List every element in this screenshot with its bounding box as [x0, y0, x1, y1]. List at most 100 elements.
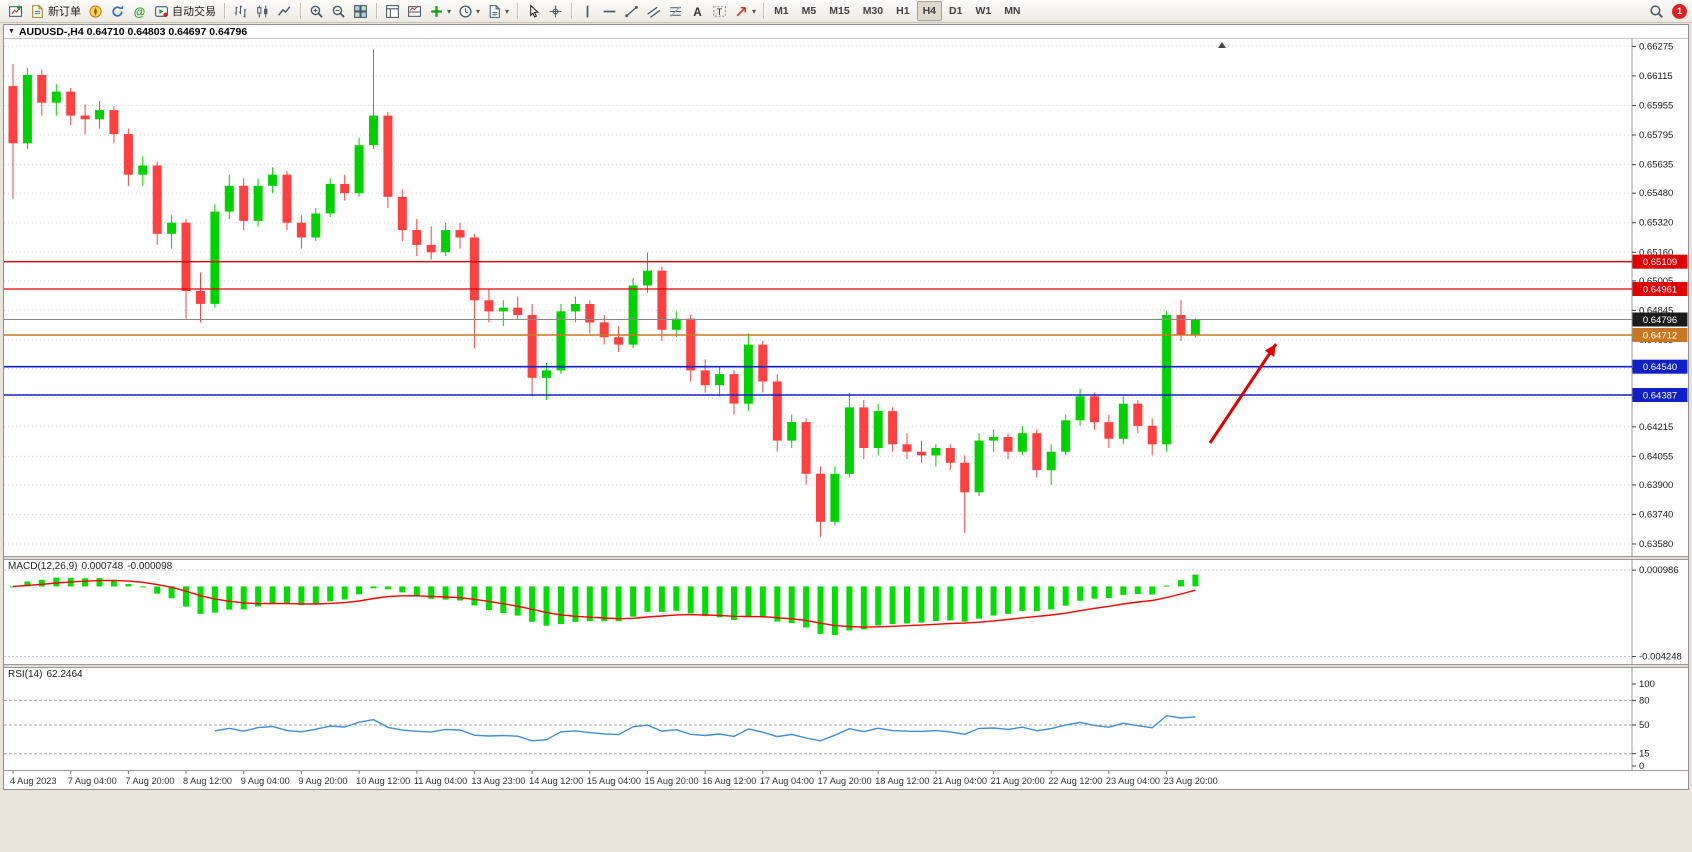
- macd-axis[interactable]: 0.000986 -0.004248: [1632, 565, 1682, 663]
- toolbar-button-trendline[interactable]: [621, 1, 642, 21]
- svg-text:0.63580: 0.63580: [1639, 539, 1673, 550]
- svg-text:-0.004248: -0.004248: [1639, 652, 1682, 663]
- chart-shift-marker[interactable]: [1218, 42, 1226, 48]
- rsi-panel[interactable]: RSI(14) 62.2464 100 80 50 15 0: [4, 668, 1688, 770]
- toolbar-button-chart-layout[interactable]: [404, 1, 425, 21]
- new-chart-icon: [8, 4, 23, 19]
- panel-splitter[interactable]: [4, 556, 1688, 560]
- svg-text:A: A: [693, 5, 702, 18]
- text-icon: A: [690, 4, 705, 19]
- toolbar-right: 1: [1646, 1, 1687, 21]
- vertical-line-icon: [580, 4, 595, 19]
- toolbar-button-arrows[interactable]: ▾: [731, 1, 759, 21]
- timeframe-m15[interactable]: M15: [829, 5, 850, 17]
- svg-text:23 Aug 20:00: 23 Aug 20:00: [1164, 776, 1218, 786]
- notification-badge[interactable]: 1: [1672, 3, 1687, 19]
- window-bottom-area: [0, 791, 1692, 852]
- timeframe-mn[interactable]: MN: [1004, 5, 1021, 17]
- candles-chart-icon: [255, 4, 270, 19]
- zoom-out-icon: [331, 4, 346, 19]
- svg-text:0.000986: 0.000986: [1639, 565, 1679, 576]
- svg-text:@: @: [134, 5, 145, 18]
- toolbar-button-compass[interactable]: [85, 1, 106, 21]
- autotrade-icon: [154, 4, 169, 19]
- svg-text:0.65480: 0.65480: [1639, 188, 1673, 199]
- search-icon: [1649, 4, 1664, 19]
- toolbar-button-text-label[interactable]: T: [709, 1, 730, 21]
- toolbar-button-tile-windows[interactable]: [350, 1, 371, 21]
- toolbar-button-autotrade[interactable]: 自动交易: [151, 1, 219, 21]
- svg-text:16 Aug 12:00: 16 Aug 12:00: [702, 776, 756, 786]
- toolbar-button-candles-chart[interactable]: [252, 1, 273, 21]
- timeframe-h1[interactable]: H1: [896, 5, 910, 17]
- toolbar-button-bars-chart[interactable]: [230, 1, 251, 21]
- timeframe-d1[interactable]: D1: [949, 5, 963, 17]
- rsi-axis[interactable]: 100 80 50 150: [1632, 679, 1655, 770]
- toolbar-button-search[interactable]: [1646, 1, 1667, 21]
- indicators-icon: [429, 4, 444, 19]
- toolbar-button-new-chart[interactable]: [5, 1, 26, 21]
- toolbar-button-text[interactable]: A: [687, 1, 708, 21]
- rsi-levels: [4, 699, 1632, 755]
- horizontal-line-objects[interactable]: 0.65109 0.64961 0.64796 0.64712 0.64540 0.643…: [4, 254, 1688, 402]
- toolbar-separator: [571, 3, 573, 19]
- toolbar-button-crosshair[interactable]: [545, 1, 566, 21]
- svg-text:0.64540: 0.64540: [1643, 362, 1677, 373]
- svg-text:50: 50: [1639, 720, 1650, 731]
- toolbar-button-cursor[interactable]: [523, 1, 544, 21]
- toolbar-button-templates[interactable]: ▾: [484, 1, 512, 21]
- panel-splitter[interactable]: [4, 664, 1688, 668]
- autotrade-label: 自动交易: [172, 6, 216, 18]
- trend-arrow[interactable]: [1208, 343, 1278, 444]
- toolbar-button-horizontal-line[interactable]: [599, 1, 620, 21]
- toolbar-separator: [763, 3, 765, 19]
- macd-grid: [4, 569, 1632, 657]
- trendline-icon: [624, 4, 639, 19]
- timeframe-m1[interactable]: M1: [774, 5, 789, 17]
- svg-text:4 Aug 2023: 4 Aug 2023: [10, 776, 57, 786]
- horizontal-line-icon: [602, 4, 617, 19]
- svg-text:0.65635: 0.65635: [1639, 160, 1673, 171]
- new-order-icon: [30, 4, 45, 19]
- timeframe-h4[interactable]: H4: [916, 1, 942, 21]
- channel-icon: [646, 4, 661, 19]
- collapse-triangle-icon[interactable]: ▼: [8, 28, 15, 35]
- toolbar: 新订单 @ 自动交易 ▾ ▾ ▾ A T ▾ M1 M5 M15 M30 H1 H4 D1 W1 MN 1: [0, 0, 1692, 23]
- time-axis-canvas[interactable]: 4 Aug 2023 7 Aug 04:00 7 Aug 20:00 8 Aug 12…: [4, 771, 1688, 789]
- toolbar-separator: [300, 3, 301, 19]
- zoom-in-icon: [309, 4, 324, 19]
- toolbar-button-vertical-line[interactable]: [577, 1, 598, 21]
- macd-canvas[interactable]: 0.000986 -0.004248: [4, 560, 1688, 664]
- toolbar-button-indicators[interactable]: ▾: [426, 1, 454, 21]
- main-chart-panel[interactable]: 0.66275 0.66115 0.65955 0.65795 0.65635 0.654…: [4, 39, 1688, 556]
- macd-signal-line: [12, 579, 1196, 628]
- svg-text:15: 15: [1639, 749, 1650, 760]
- text-label-icon: T: [712, 4, 727, 19]
- toolbar-button-periods[interactable]: ▾: [455, 1, 483, 21]
- svg-text:0: 0: [1639, 761, 1644, 770]
- macd-panel[interactable]: MACD(12,26,9) 0.000748 -0.000098 0.000986 -…: [4, 560, 1688, 664]
- rsi-canvas[interactable]: 100 80 50 150: [4, 668, 1688, 770]
- toolbar-button-refresh[interactable]: [107, 1, 128, 21]
- toolbar-button-new-order[interactable]: 新订单: [27, 1, 84, 21]
- time-axis[interactable]: 4 Aug 2023 7 Aug 04:00 7 Aug 20:00 8 Aug 12…: [4, 770, 1688, 789]
- toolbar-button-fibonacci[interactable]: [665, 1, 686, 21]
- price-grid: [4, 45, 1632, 545]
- svg-text:14 Aug 12:00: 14 Aug 12:00: [529, 776, 583, 786]
- dropdown-caret-icon: ▾: [752, 6, 757, 16]
- timeframe-m30[interactable]: M30: [862, 5, 884, 17]
- price-chart-canvas[interactable]: 0.66275 0.66115 0.65955 0.65795 0.65635 0.654…: [4, 39, 1688, 556]
- toolbar-button-zoom-out[interactable]: [328, 1, 349, 21]
- svg-text:13 Aug 23:00: 13 Aug 23:00: [471, 776, 525, 786]
- svg-text:T: T: [717, 7, 723, 18]
- timeframe-w1[interactable]: W1: [975, 5, 992, 17]
- toolbar-button-channel[interactable]: [643, 1, 664, 21]
- dropdown-caret-icon: ▾: [447, 6, 452, 16]
- toolbar-button-data-window[interactable]: [382, 1, 403, 21]
- toolbar-button-zoom-in[interactable]: [306, 1, 327, 21]
- timeframe-m5[interactable]: M5: [801, 5, 817, 17]
- svg-text:18 Aug 12:00: 18 Aug 12:00: [875, 776, 929, 786]
- toolbar-button-line-chart[interactable]: [274, 1, 295, 21]
- svg-text:0.65320: 0.65320: [1639, 218, 1673, 229]
- toolbar-button-community[interactable]: @: [129, 1, 150, 21]
